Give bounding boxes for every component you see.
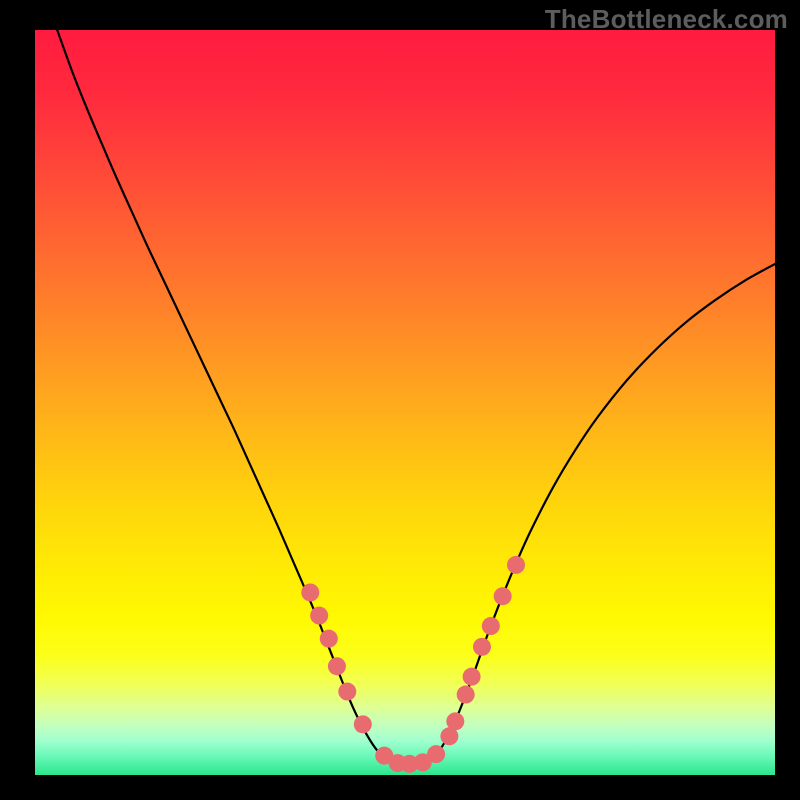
data-marker [301, 583, 319, 601]
gradient-background [35, 30, 775, 775]
data-marker [494, 587, 512, 605]
data-marker [320, 630, 338, 648]
bottleneck-chart [35, 30, 775, 775]
data-marker [507, 556, 525, 574]
data-marker [328, 657, 346, 675]
data-marker [473, 638, 491, 656]
data-marker [338, 683, 356, 701]
data-marker [482, 617, 500, 635]
data-marker [427, 745, 445, 763]
data-marker [463, 668, 481, 686]
watermark-text: TheBottleneck.com [545, 4, 788, 35]
plot-area [35, 30, 775, 775]
data-marker [310, 607, 328, 625]
data-marker [354, 715, 372, 733]
data-marker [446, 712, 464, 730]
data-marker [457, 686, 475, 704]
